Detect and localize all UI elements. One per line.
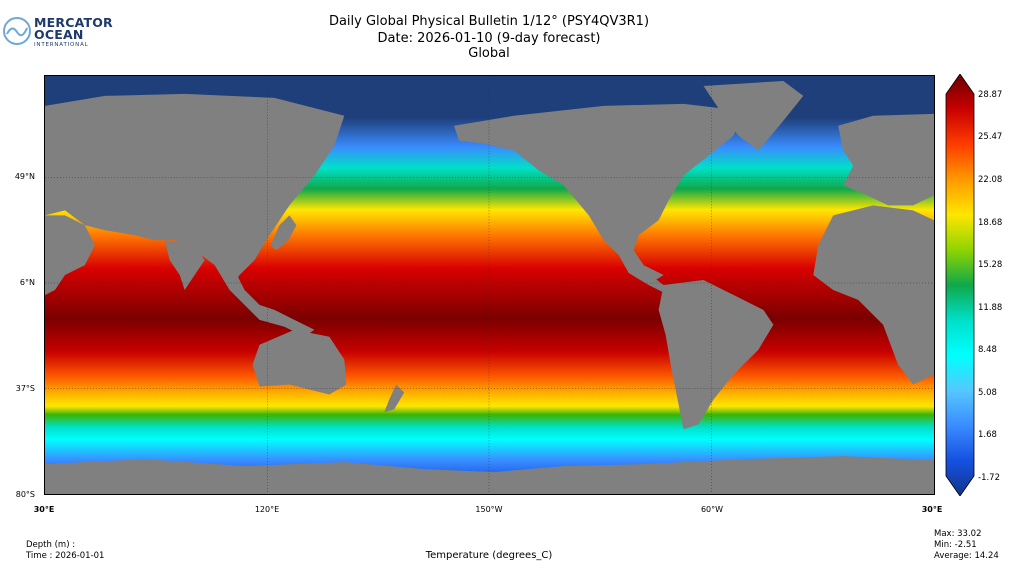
wave-logo-icon	[3, 17, 31, 45]
colorbar-tick: -1.72	[978, 473, 1000, 483]
lat-label-49n: 49°N	[14, 172, 35, 181]
variable-label: Temperature (degrees_C)	[425, 550, 553, 561]
lon-label-30e-right: 30°E	[921, 505, 943, 514]
lon-label-30e-left: 30°E	[33, 505, 55, 514]
greenland-land	[703, 80, 804, 151]
colorbar-tick: 5.08	[978, 388, 997, 398]
temperature-map	[44, 75, 935, 495]
africa-land	[45, 215, 95, 295]
logo-line2: OCEAN	[34, 27, 84, 42]
lon-label-120e: 120°E	[254, 505, 280, 514]
max-value: Max: 33.02	[934, 529, 982, 539]
lat-label-6n: 6°N	[19, 278, 35, 287]
average-value: Average: 14.24	[934, 551, 999, 561]
colorbar	[945, 74, 975, 496]
central-america-land	[618, 255, 684, 295]
logo-line1: MERCATOR	[34, 15, 113, 30]
depth-label: Depth (m) :	[26, 540, 76, 550]
land-masses	[45, 80, 934, 494]
lon-label-150w: 150°W	[475, 505, 503, 514]
lat-label-80s: 80°S	[15, 490, 35, 499]
india-land	[164, 240, 205, 290]
eurasia-land	[45, 93, 345, 290]
colorbar-tick: 15.28	[978, 260, 1003, 270]
colorbar-body	[945, 74, 975, 496]
europe-land	[838, 113, 934, 206]
lon-label-60w: 60°W	[700, 505, 724, 514]
japan-land	[270, 215, 297, 251]
mercator-ocean-logo: MERCATOR OCEAN INTERNATIONAL	[0, 14, 113, 54]
title-line1: Daily Global Physical Bulletin 1/12° (PS…	[328, 14, 650, 29]
south-america-land	[658, 280, 774, 430]
australia-land	[252, 329, 347, 395]
colorbar-tick: 22.08	[978, 175, 1003, 185]
title-line2: Date: 2026-01-10 (9-day forecast)	[377, 31, 601, 46]
north-america-land	[454, 103, 744, 281]
antarctica-land	[45, 456, 934, 494]
lat-label-37s: 37°S	[15, 384, 35, 393]
logo-line3: INTERNATIONAL	[34, 42, 89, 48]
title-line3: Global	[468, 46, 510, 61]
time-label: Time : 2026-01-01	[26, 551, 105, 561]
colorbar-tick: 28.87	[978, 90, 1003, 100]
min-value: Min: -2.51	[934, 540, 977, 550]
colorbar-tick: 25.47	[978, 132, 1003, 142]
colorbar-tick: 8.48	[978, 345, 997, 355]
colorbar-tick: 1.68	[978, 430, 997, 440]
colorbar-tick: 11.88	[978, 303, 1003, 313]
southeast-asia-land	[214, 260, 315, 337]
africa-east-land	[813, 205, 934, 385]
colorbar-tick: 18.68	[978, 218, 1003, 228]
new-zealand-land	[384, 384, 405, 413]
